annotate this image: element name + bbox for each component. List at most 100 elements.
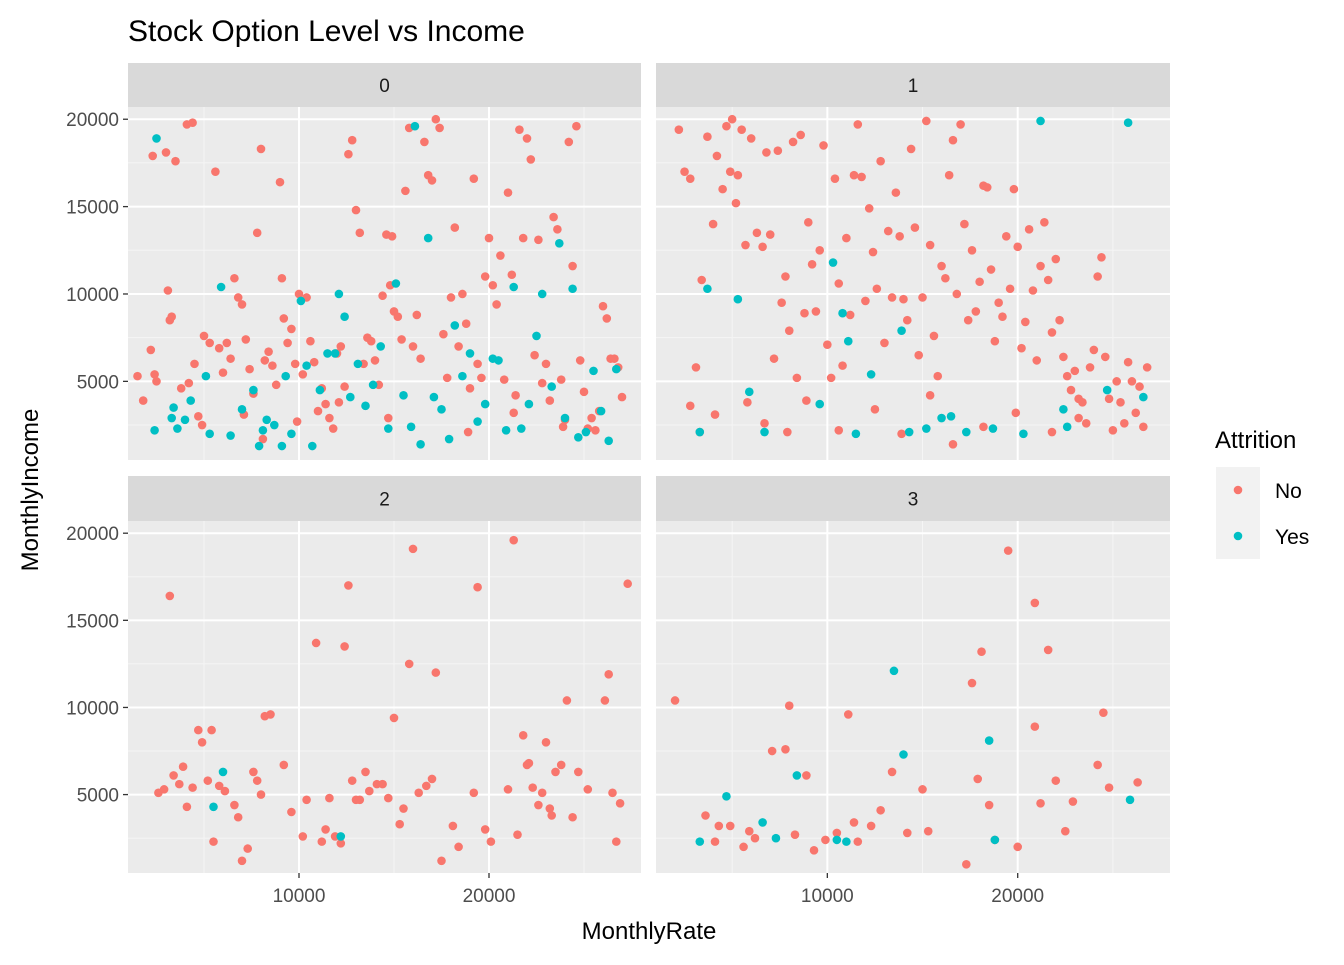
data-point [623,579,632,589]
data-point [537,378,547,388]
y-tick-label: 15000 [66,198,119,219]
data-point [843,336,853,346]
data-point [899,294,908,304]
data-point [830,174,840,183]
y-tick-label: 5000 [77,786,119,807]
data-point [1062,371,1072,381]
data-point [450,223,460,232]
data-point [1120,419,1129,428]
y-tick-label: 15000 [66,611,119,632]
data-point [783,427,792,437]
data-point [1139,422,1148,432]
data-point [414,788,424,798]
data-point [325,413,334,423]
facet-strip [656,476,1170,521]
data-point [395,819,405,829]
facet-panel-1: 1 [656,63,1170,460]
data-point [918,293,927,302]
data-point [336,342,346,351]
data-point [287,429,296,439]
data-point [948,439,958,449]
data-point [378,779,387,789]
data-point [998,312,1007,322]
data-point [731,198,741,208]
data-point [988,424,998,433]
data-point [254,441,264,451]
data-point [271,380,281,390]
data-point [205,429,214,439]
data-point [207,725,216,735]
data-point [146,345,156,355]
data-point [484,233,494,243]
data-point [180,415,190,425]
data-point [870,405,880,414]
y-tick-label: 10000 [66,698,119,719]
data-point [499,375,509,384]
data-point [800,308,809,318]
data-point [790,830,800,839]
data-point [956,120,965,129]
data-point [437,856,446,866]
data-point [556,760,566,770]
data-point [188,118,197,128]
data-point [422,781,431,791]
data-point [469,788,479,798]
data-point [150,370,159,379]
data-point [431,114,441,124]
data-point [328,424,338,433]
data-point [336,832,346,841]
data-point [842,233,851,243]
data-point [218,767,228,777]
data-point [792,771,802,780]
data-point [701,811,710,820]
data-point [937,261,946,271]
data-point [710,837,720,846]
x-axis-title: MonthlyRate [582,918,717,945]
data-point [458,289,467,299]
data-point [579,387,589,397]
data-point [480,272,490,281]
series-no [674,114,1152,449]
data-point [397,335,406,344]
data-point [549,212,558,222]
data-point [406,422,416,432]
data-point [148,151,157,161]
data-point [1011,408,1021,418]
data-point [788,137,798,147]
data-point [431,668,441,677]
data-point [1030,598,1040,608]
data-point [876,156,885,166]
data-point [990,835,1000,845]
series-yes [695,666,1135,846]
data-point [906,144,916,154]
data-point [220,786,230,796]
data-point [279,314,289,323]
data-point [918,785,927,794]
data-point [176,384,186,393]
data-point [547,382,556,391]
data-point [450,321,460,330]
data-point [230,273,239,283]
legend-entry-label: Yes [1275,526,1309,549]
data-point [695,427,705,437]
data-point [962,859,971,869]
data-point [165,591,175,601]
data-point [1139,392,1148,402]
data-point [496,251,505,260]
data-point [171,156,180,166]
data-point [596,406,606,416]
data-point [975,277,984,287]
data-point [477,373,486,383]
data-point [268,361,277,370]
data-point [266,710,275,719]
data-point [583,785,593,794]
legend-key-symbol [1233,531,1243,541]
data-point [834,425,844,435]
data-point [777,298,786,308]
facet-panel-3: 3 10000 20000 [656,476,1170,907]
data-point [612,364,621,374]
data-point [1127,377,1137,386]
data-point [575,356,585,365]
data-point [264,347,273,356]
